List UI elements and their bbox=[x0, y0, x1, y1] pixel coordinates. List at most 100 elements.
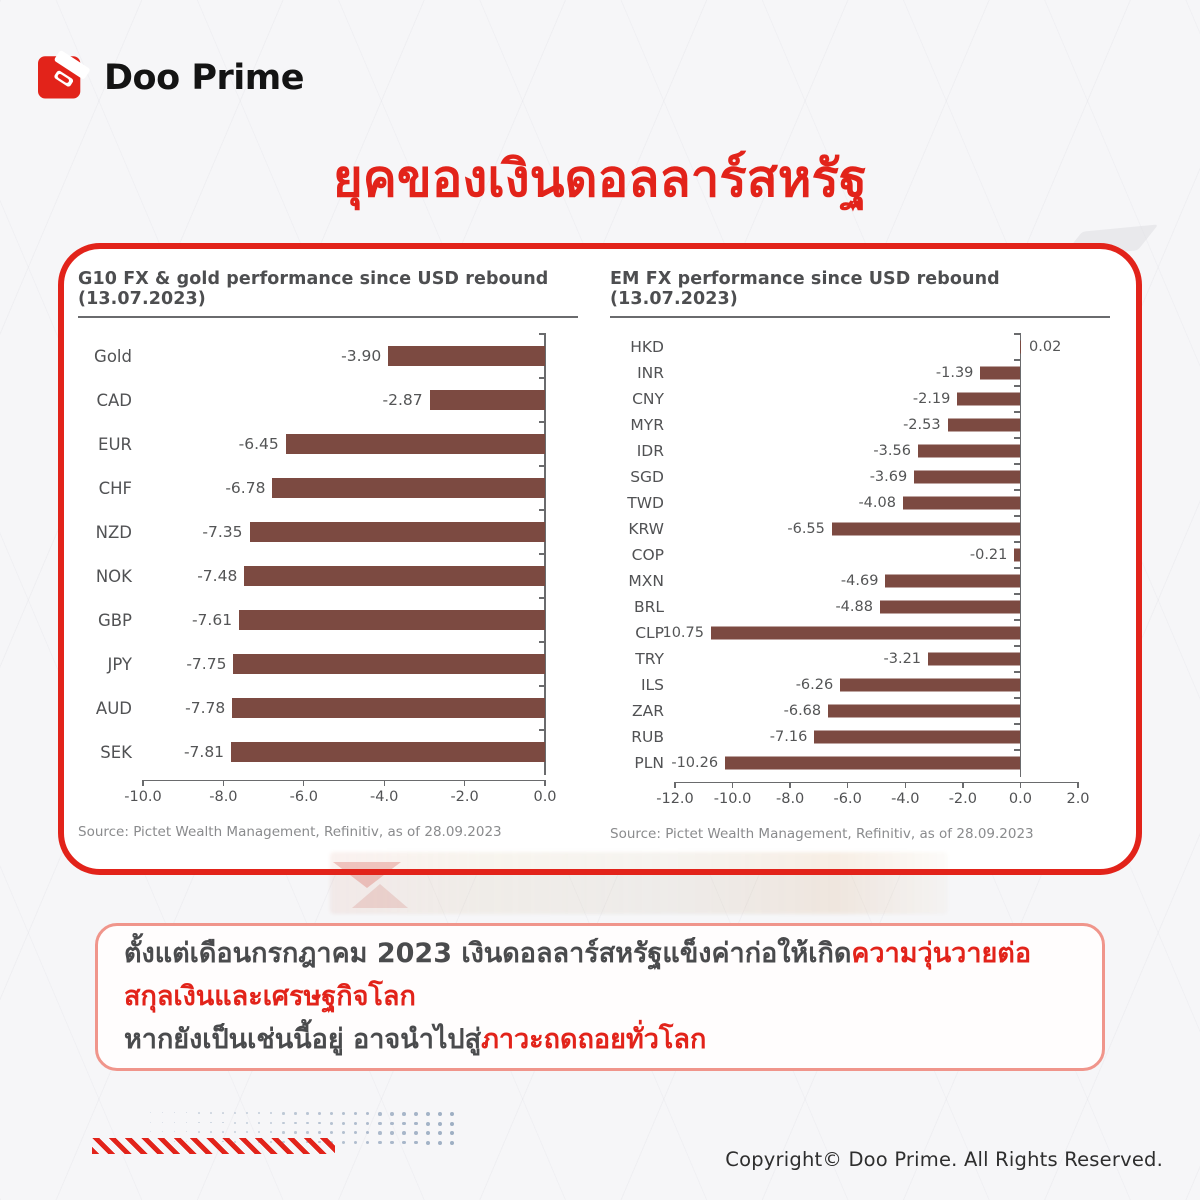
dot bbox=[246, 1131, 249, 1134]
x-axis-tick-label: -10.0 bbox=[713, 791, 752, 807]
bar-plot-area: -2.87 bbox=[143, 377, 546, 423]
bar-row: JPY -7.75 bbox=[78, 641, 546, 687]
category-label: TWD bbox=[627, 494, 664, 512]
dot bbox=[426, 1140, 431, 1145]
bar bbox=[429, 390, 545, 410]
dot bbox=[210, 1112, 212, 1114]
dot bbox=[162, 1121, 164, 1123]
bar-row: EUR -6.45 bbox=[78, 421, 546, 467]
bar bbox=[879, 600, 1021, 614]
value-label: -6.55 bbox=[787, 521, 825, 537]
summary-line: ตั้งแต่เดือนกรกฎาคม 2023 เงินดอลลาร์สหรั… bbox=[124, 934, 1076, 974]
page-title: ยุคของเงินดอลลาร์สหรัฐ bbox=[332, 150, 868, 209]
bar-plot-area: -6.78 bbox=[143, 465, 546, 511]
x-axis-tick bbox=[142, 780, 144, 786]
dot bbox=[402, 1131, 406, 1135]
x-axis-tick-label: -12.0 bbox=[656, 791, 694, 807]
em-chart-source: Source: Pictet Wealth Management, Refini… bbox=[610, 826, 1034, 842]
value-label: -10.75 bbox=[657, 625, 704, 641]
bar-row: CAD -2.87 bbox=[78, 377, 546, 423]
value-label: -4.88 bbox=[835, 599, 873, 615]
dot bbox=[330, 1131, 334, 1135]
doo-prime-logo-text: Doo Prime bbox=[104, 58, 304, 98]
category-label: JPY bbox=[107, 654, 132, 674]
dot bbox=[318, 1131, 321, 1134]
bar bbox=[957, 392, 1021, 406]
category-label: KRW bbox=[628, 520, 664, 538]
bar-row: TRY -3.21 bbox=[610, 645, 1078, 673]
category-label: PLN bbox=[634, 754, 664, 772]
bar-plot-area: -10.75 bbox=[657, 619, 1078, 647]
em-chart-rows: HKD 0.02 INR -1.39 CNY -2.19 MYR -2.53 IDR -3.56 S… bbox=[610, 333, 1078, 777]
bar-plot-area: -3.21 bbox=[675, 645, 1078, 673]
dot bbox=[366, 1121, 370, 1125]
dot bbox=[378, 1121, 382, 1126]
g10-chart-title: G10 FX & gold performance since USD rebo… bbox=[78, 269, 549, 309]
value-label: -2.53 bbox=[903, 417, 941, 433]
g10-chart-rows: Gold -3.90 CAD -2.87 EUR -6.45 CHF -6.78 NZD -7.3… bbox=[78, 333, 546, 775]
dot bbox=[414, 1112, 418, 1116]
dot bbox=[234, 1121, 236, 1124]
bar bbox=[1014, 548, 1021, 562]
dot bbox=[174, 1121, 176, 1123]
value-label: -4.69 bbox=[840, 573, 879, 589]
category-label: COP bbox=[631, 546, 664, 564]
zero-axis-tick bbox=[1014, 385, 1020, 387]
bar bbox=[710, 626, 1021, 640]
zero-axis-tick bbox=[1014, 489, 1020, 491]
dot bbox=[438, 1121, 443, 1126]
bar-plot-area: -3.90 bbox=[143, 333, 546, 379]
dot bbox=[198, 1121, 200, 1124]
doo-prime-logo-icon bbox=[38, 48, 92, 108]
dot bbox=[246, 1112, 249, 1115]
bar-row: Gold -3.90 bbox=[78, 333, 546, 379]
em-chart-title-underline bbox=[610, 316, 1110, 318]
zero-axis-tick bbox=[1014, 567, 1020, 569]
x-axis-tick-label: -8.0 bbox=[209, 789, 238, 805]
category-label: IDR bbox=[636, 442, 664, 460]
zero-axis-line bbox=[1019, 489, 1022, 517]
bar bbox=[231, 742, 545, 762]
ghost-triangle-decoration bbox=[352, 884, 408, 908]
zero-axis-line bbox=[544, 641, 546, 687]
value-label: -6.45 bbox=[238, 435, 279, 453]
x-axis-tick bbox=[463, 780, 466, 786]
stripes-decoration bbox=[92, 1138, 335, 1154]
dot bbox=[378, 1112, 382, 1116]
value-label: -7.75 bbox=[186, 655, 227, 673]
category-label: SEK bbox=[100, 742, 132, 762]
bar-plot-area: -7.16 bbox=[675, 723, 1078, 751]
dot bbox=[174, 1112, 176, 1114]
doo-prime-logo: Doo Prime bbox=[38, 48, 304, 108]
bar bbox=[249, 522, 545, 542]
zero-axis-line bbox=[1019, 437, 1022, 465]
zero-axis-line bbox=[1019, 671, 1022, 699]
x-axis-tick bbox=[847, 782, 849, 788]
dot bbox=[198, 1131, 200, 1133]
value-label: -3.69 bbox=[869, 469, 908, 485]
dot bbox=[150, 1112, 152, 1114]
dot bbox=[450, 1140, 455, 1145]
zero-axis-line bbox=[1019, 515, 1022, 543]
dot bbox=[258, 1112, 261, 1115]
zero-axis-line bbox=[544, 509, 546, 555]
zero-axis-tick bbox=[539, 553, 545, 555]
x-axis-tick bbox=[222, 780, 225, 786]
dot bbox=[306, 1131, 309, 1134]
value-label: -2.87 bbox=[382, 391, 423, 409]
category-label: TRY bbox=[635, 650, 664, 668]
value-label: -2.19 bbox=[912, 391, 951, 407]
zero-axis-tick bbox=[539, 509, 545, 511]
dot bbox=[210, 1131, 212, 1133]
dot bbox=[246, 1121, 249, 1124]
zero-axis-line bbox=[544, 465, 546, 511]
dot bbox=[414, 1131, 418, 1135]
bar-plot-area: -2.19 bbox=[675, 385, 1078, 413]
x-axis-line bbox=[143, 780, 545, 782]
bar-plot-area: -3.69 bbox=[675, 463, 1078, 491]
dot bbox=[450, 1112, 455, 1117]
dot bbox=[402, 1112, 406, 1116]
dot bbox=[150, 1121, 152, 1123]
zero-axis-line bbox=[544, 729, 546, 775]
zero-axis-tick bbox=[539, 641, 545, 643]
